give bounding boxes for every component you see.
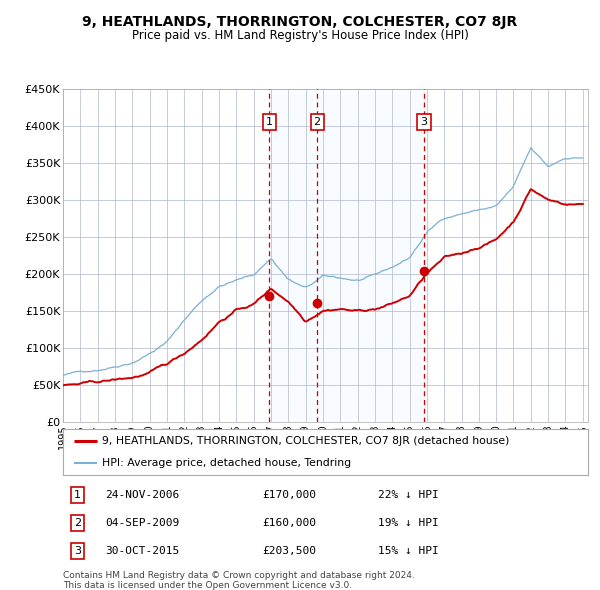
Text: HPI: Average price, detached house, Tendring: HPI: Average price, detached house, Tend… bbox=[103, 457, 352, 467]
Text: This data is licensed under the Open Government Licence v3.0.: This data is licensed under the Open Gov… bbox=[63, 581, 352, 589]
Text: 24-NOV-2006: 24-NOV-2006 bbox=[105, 490, 179, 500]
Text: 3: 3 bbox=[74, 546, 81, 556]
Text: 1: 1 bbox=[74, 490, 81, 500]
Text: 30-OCT-2015: 30-OCT-2015 bbox=[105, 546, 179, 556]
Text: £203,500: £203,500 bbox=[263, 546, 317, 556]
Text: £170,000: £170,000 bbox=[263, 490, 317, 500]
Bar bbox=[269, 88, 317, 422]
Text: 9, HEATHLANDS, THORRINGTON, COLCHESTER, CO7 8JR: 9, HEATHLANDS, THORRINGTON, COLCHESTER, … bbox=[82, 15, 518, 30]
Text: 3: 3 bbox=[421, 117, 427, 127]
Text: Contains HM Land Registry data © Crown copyright and database right 2024.: Contains HM Land Registry data © Crown c… bbox=[63, 571, 415, 579]
Text: 04-SEP-2009: 04-SEP-2009 bbox=[105, 518, 179, 527]
Text: 19% ↓ HPI: 19% ↓ HPI bbox=[378, 518, 439, 527]
Bar bbox=[317, 88, 424, 422]
Text: £160,000: £160,000 bbox=[263, 518, 317, 527]
Text: 9, HEATHLANDS, THORRINGTON, COLCHESTER, CO7 8JR (detached house): 9, HEATHLANDS, THORRINGTON, COLCHESTER, … bbox=[103, 437, 510, 447]
Text: 15% ↓ HPI: 15% ↓ HPI bbox=[378, 546, 439, 556]
Text: 1: 1 bbox=[266, 117, 272, 127]
Text: 2: 2 bbox=[74, 518, 81, 527]
Text: Price paid vs. HM Land Registry's House Price Index (HPI): Price paid vs. HM Land Registry's House … bbox=[131, 30, 469, 42]
Text: 22% ↓ HPI: 22% ↓ HPI bbox=[378, 490, 439, 500]
Text: 2: 2 bbox=[314, 117, 321, 127]
